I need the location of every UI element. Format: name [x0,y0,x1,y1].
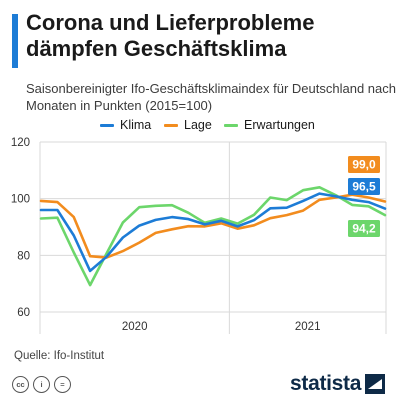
legend-item-klima: Klima [100,116,151,134]
end-label-erwartungen: 94,2 [352,222,376,236]
x-tick-label-2021: 2021 [295,321,321,333]
legend-label-klima: Klima [120,118,152,132]
legend-label-erwartungen: Erwartungen [244,118,315,132]
license-icons: cc i = [12,376,71,393]
series-line-erwartungen [39,185,387,287]
brand-mark-icon [365,374,386,394]
legend-swatch-lage [164,123,178,127]
cc-icon: cc [12,376,29,393]
end-label-box-lage [348,156,380,173]
y-tick-label-100: 100 [11,194,30,206]
y-tick-label-80: 80 [17,250,30,262]
title-accent-bar [12,14,18,68]
series-line-lage [39,193,387,259]
end-label-lage: 99,0 [352,158,376,172]
chart-title: Corona und Lieferprobleme dämpfen Geschä… [26,10,315,61]
legend-item-lage: Lage [164,116,212,134]
end-label-box-erwartungen [348,220,380,237]
legend: Klima Lage Erwartungen [0,116,410,134]
legend-item-erwartungen: Erwartungen [224,116,315,134]
chart-subtitle: Saisonbereinigter Ifo-Geschäftsklimainde… [26,81,396,113]
x-tick-label-2020: 2020 [122,321,148,333]
source-note: Quelle: Ifo-Institut [14,350,105,362]
line-chart: 60 80 100 120 2020 2021 99,0 96,5 94,2 [11,137,387,334]
brand-logo: statista [290,372,386,396]
by-icon: i [33,376,50,393]
end-label-box-klima [348,178,380,195]
legend-swatch-erwartungen [224,123,238,127]
brand-name: statista [290,372,362,395]
series-line-klima [39,192,387,273]
y-tick-label-60: 60 [17,307,30,319]
end-label-klima: 96,5 [352,180,376,194]
legend-label-lage: Lage [184,118,212,132]
nd-icon: = [54,376,71,393]
legend-swatch-klima [100,123,114,127]
y-tick-label-120: 120 [11,137,30,149]
